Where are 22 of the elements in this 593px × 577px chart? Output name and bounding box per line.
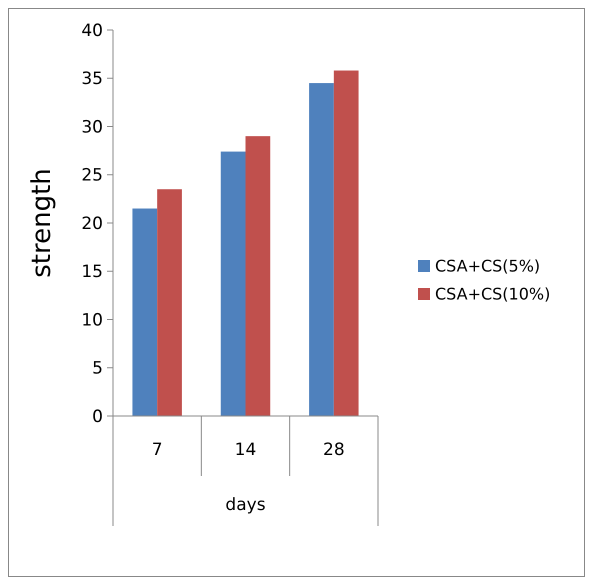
y-tick-label: 30 (81, 117, 103, 138)
y-tick-label: 5 (92, 358, 103, 379)
y-tick-label: 15 (81, 262, 103, 282)
x-tick-label: 28 (323, 440, 345, 460)
y-tick-label: 40 (81, 20, 103, 41)
y-tick-label: 0 (92, 406, 103, 427)
bar (157, 189, 182, 416)
x-tick-label: 7 (152, 440, 163, 460)
y-tick-label: 25 (81, 166, 103, 186)
x-tick-label: 14 (234, 440, 256, 460)
x-axis-title: days (225, 494, 266, 515)
bar (334, 70, 359, 416)
bar (246, 136, 270, 416)
y-axis-title: strength (27, 168, 57, 278)
y-tick-label: 10 (81, 310, 103, 330)
legend-label: CSA+CS(10%) (435, 284, 550, 304)
bar (220, 152, 246, 416)
legend-label: CSA+CS(5%) (435, 256, 540, 276)
bar (132, 208, 158, 416)
bar (309, 83, 334, 416)
y-tick-label: 20 (81, 214, 103, 234)
y-tick-label: 35 (81, 69, 103, 90)
